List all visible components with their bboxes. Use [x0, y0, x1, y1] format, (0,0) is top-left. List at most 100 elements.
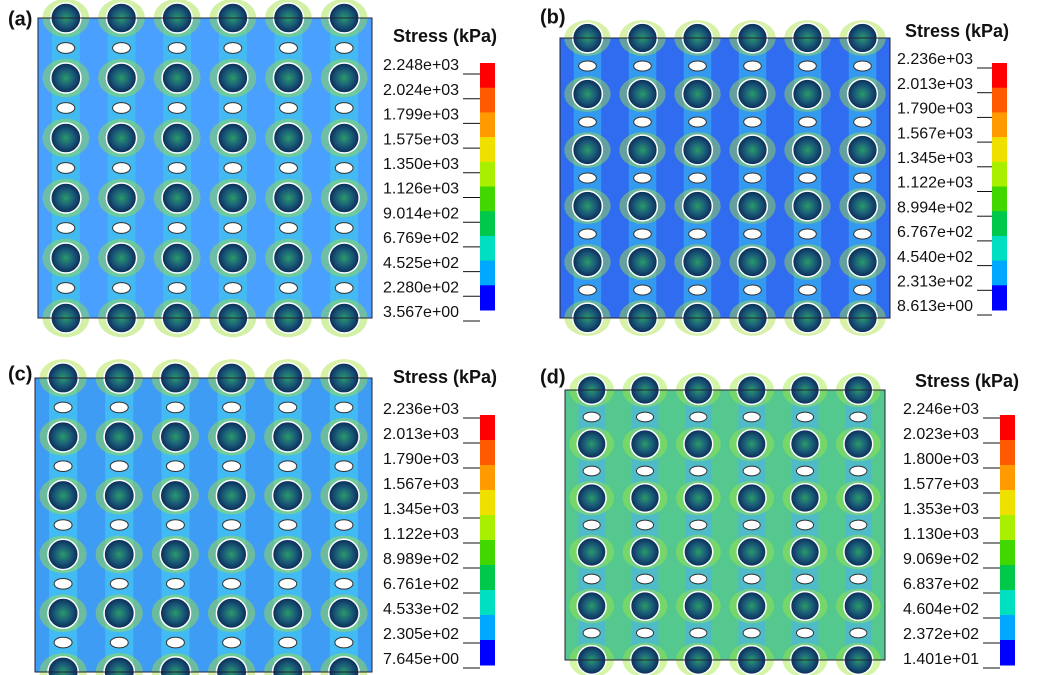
- pore: [113, 283, 131, 294]
- pore: [743, 520, 760, 530]
- colorbar-tick-label: 9.014e+02: [383, 205, 459, 222]
- hole: [684, 484, 713, 513]
- colorbar-segment: [480, 440, 495, 466]
- pore: [54, 402, 72, 413]
- pore: [113, 43, 131, 54]
- pore: [854, 61, 872, 71]
- pore: [166, 461, 184, 472]
- hole: [844, 484, 873, 513]
- colorbar-segment: [480, 88, 495, 113]
- pore: [110, 520, 128, 531]
- pore: [279, 402, 297, 413]
- colorbar-segment: [480, 415, 495, 441]
- pore: [634, 61, 652, 71]
- hole: [218, 123, 248, 153]
- hole: [216, 598, 246, 628]
- pore: [634, 117, 652, 127]
- hole: [737, 592, 766, 621]
- hole: [573, 247, 603, 277]
- hole: [848, 135, 878, 165]
- pore: [335, 103, 353, 114]
- hole: [844, 538, 873, 567]
- pore: [690, 574, 707, 584]
- pore: [744, 117, 762, 127]
- colorbar-segment: [480, 615, 495, 641]
- pore: [279, 637, 297, 648]
- colorbar-segment: [992, 211, 1007, 236]
- pore: [110, 461, 128, 472]
- hole: [628, 79, 658, 109]
- pore: [796, 574, 813, 584]
- hole: [104, 539, 134, 569]
- colorbar-tick-label: 3.567e+00: [383, 304, 459, 321]
- hole: [106, 183, 136, 213]
- colorbar-tick-label: 1.575e+03: [383, 131, 459, 148]
- pore: [335, 579, 353, 590]
- hole: [273, 63, 303, 93]
- colorbar-tick-label: 8.613e+00: [897, 298, 973, 315]
- pore: [335, 223, 353, 234]
- colorbar-segment: [480, 540, 495, 566]
- colorbar-tick-label: 6.761e+02: [383, 576, 459, 593]
- colorbar-tick-label: 2.236e+03: [383, 401, 459, 418]
- hole: [273, 539, 303, 569]
- pore: [850, 466, 867, 476]
- pore: [110, 579, 128, 590]
- hole: [683, 247, 713, 277]
- pore: [636, 520, 653, 530]
- hole: [273, 598, 303, 628]
- hole: [48, 539, 78, 569]
- pore: [223, 579, 241, 590]
- colorbar-tick-label: 1.567e+03: [383, 476, 459, 493]
- pore: [223, 402, 241, 413]
- pore: [335, 637, 353, 648]
- panel-label: (b): [540, 6, 566, 28]
- hole: [218, 63, 248, 93]
- pore: [744, 229, 762, 239]
- colorbar-segment: [480, 63, 495, 88]
- pore: [54, 461, 72, 472]
- pore: [850, 520, 867, 530]
- hole: [737, 484, 766, 513]
- colorbar-segment: [480, 137, 495, 162]
- colorbar-segment: [1000, 640, 1015, 666]
- colorbar-segment: [480, 465, 495, 491]
- colorbar-tick-label: 1.350e+03: [383, 156, 459, 173]
- hole: [791, 538, 820, 567]
- hole: [793, 79, 823, 109]
- colorbar-tick-label: 1.790e+03: [897, 101, 973, 118]
- hole: [577, 538, 606, 567]
- hole: [628, 135, 658, 165]
- pore: [57, 223, 75, 234]
- colorbar-tick-label: 4.604e+02: [903, 601, 979, 618]
- stress-plot: [565, 373, 885, 675]
- colorbar-tick-label: 6.837e+02: [903, 576, 979, 593]
- hole: [218, 243, 248, 273]
- hole: [48, 480, 78, 510]
- colorbar-tick-label: 4.540e+02: [897, 249, 973, 266]
- colorbar-segment: [992, 187, 1007, 212]
- hole: [162, 123, 192, 153]
- hole: [106, 123, 136, 153]
- hole: [793, 191, 823, 221]
- hole: [48, 422, 78, 452]
- pore: [854, 173, 872, 183]
- pore: [279, 461, 297, 472]
- pore: [113, 223, 131, 234]
- hole: [631, 592, 660, 621]
- pore: [799, 229, 817, 239]
- hole: [104, 598, 134, 628]
- hole: [51, 183, 81, 213]
- hole: [684, 430, 713, 459]
- hole: [738, 247, 768, 277]
- colorbar-segment: [1000, 540, 1015, 566]
- pore: [224, 43, 242, 54]
- pore: [690, 520, 707, 530]
- colorbar-segment: [480, 590, 495, 616]
- colorbar-tick-label: 1.800e+03: [903, 451, 979, 468]
- hole: [738, 191, 768, 221]
- pore: [166, 637, 184, 648]
- pore: [583, 574, 600, 584]
- hole: [162, 243, 192, 273]
- hole: [162, 63, 192, 93]
